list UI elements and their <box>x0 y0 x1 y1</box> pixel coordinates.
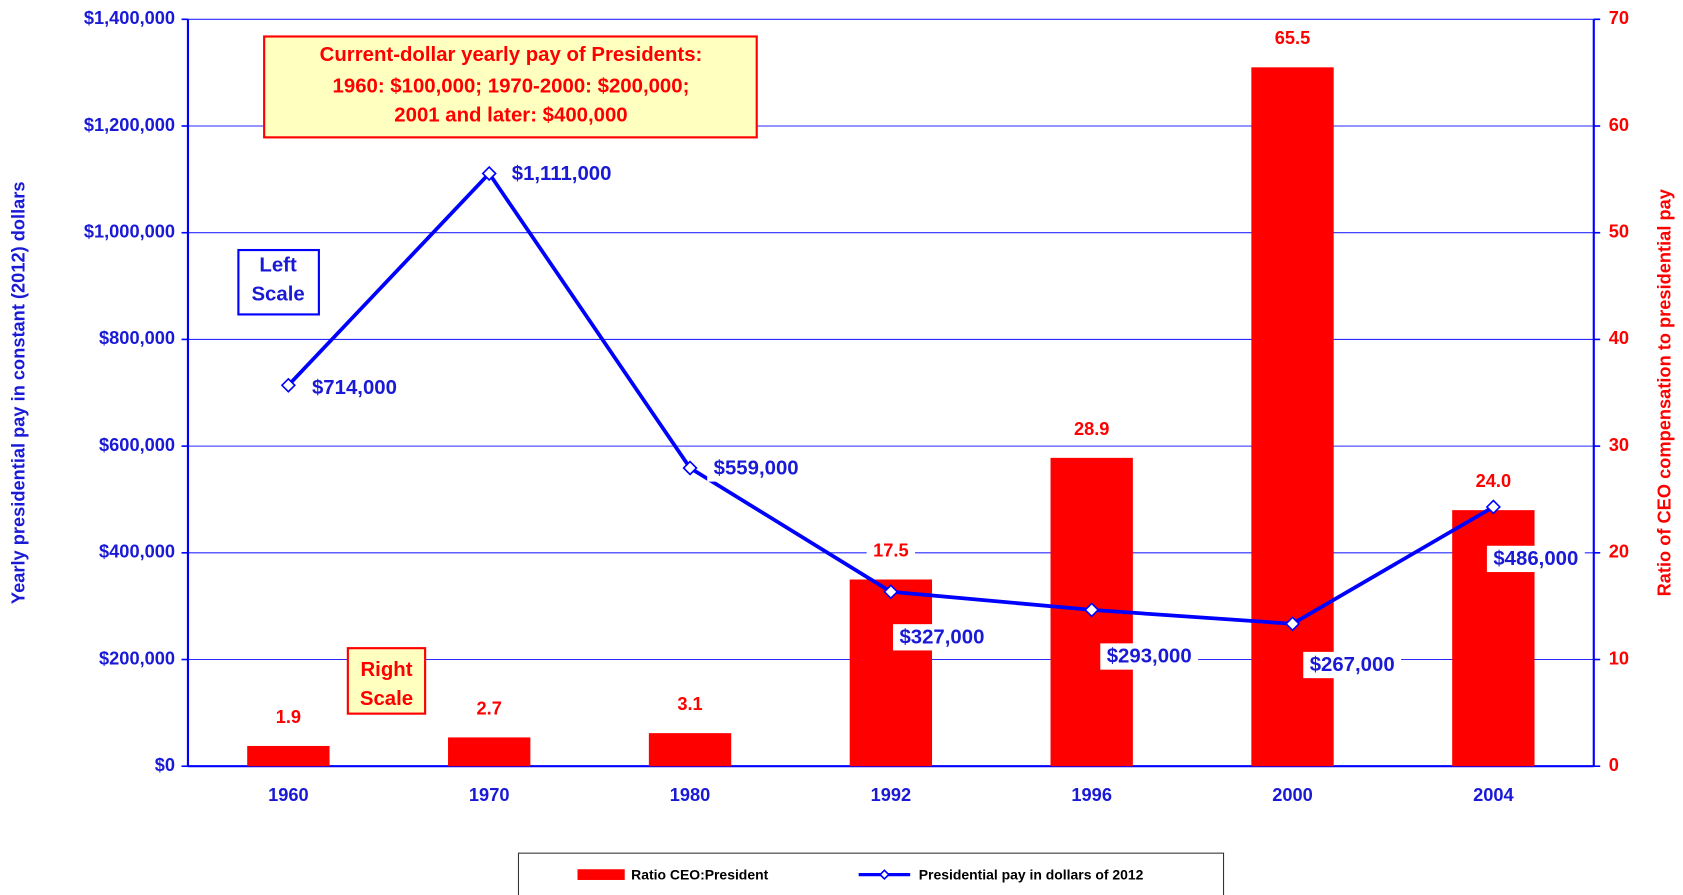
y2-tick-label: 50 <box>1609 221 1629 242</box>
line-value-label: $1,111,000 <box>512 163 612 185</box>
line-value-label: $327,000 <box>899 626 984 648</box>
bar-value-label: 3.1 <box>677 693 702 714</box>
label-background <box>1303 651 1402 679</box>
bar <box>648 733 732 767</box>
legend-key <box>577 869 625 880</box>
point <box>682 460 698 476</box>
line-value-label: $714,000 <box>312 377 397 399</box>
x-tick-label: 2004 <box>1473 784 1514 805</box>
label-background <box>470 695 509 721</box>
x-tick-label: 1960 <box>268 784 309 805</box>
y2-tick-label: 60 <box>1609 114 1629 135</box>
point <box>883 584 899 600</box>
y2-tick-label: 10 <box>1609 647 1629 668</box>
label-background <box>1268 25 1317 51</box>
line-value-label: $267,000 <box>1310 654 1395 676</box>
right-scale-text: Right <box>360 659 412 681</box>
y-tick-label: $800,000 <box>99 327 175 348</box>
bar-value-label: 2.7 <box>477 697 502 718</box>
x-tick-label: 1980 <box>670 784 711 805</box>
point <box>1485 499 1501 515</box>
point <box>1084 602 1100 618</box>
x-tick-label: 2000 <box>1272 784 1313 805</box>
y2-tick-label: 0 <box>1609 754 1619 775</box>
left-scale-box <box>237 248 320 316</box>
y-tick-label: $200,000 <box>99 647 175 668</box>
note-box <box>263 35 758 139</box>
y-tick-label: $0 <box>155 754 175 775</box>
label-background <box>269 703 308 730</box>
y2-tick-label: 30 <box>1609 434 1629 455</box>
label-background <box>1469 467 1518 494</box>
label-background <box>1100 643 1199 670</box>
bar-value-label: 65.5 <box>1275 27 1311 48</box>
point <box>280 377 296 393</box>
note-line: Current-dollar yearly pay of Presidents: <box>320 44 703 66</box>
y-tick-label: $400,000 <box>99 541 175 562</box>
legend-label: Presidential pay in dollars of 2012 <box>919 866 1144 882</box>
label-background <box>707 455 806 482</box>
line-value-label: $486,000 <box>1493 548 1578 570</box>
label-background <box>505 160 618 188</box>
bar <box>849 579 933 767</box>
note-line: 1960: $100,000; 1970-2000: $200,000; <box>333 75 690 97</box>
line-value-label: $559,000 <box>714 457 799 479</box>
bar-value-label: 17.5 <box>873 539 909 560</box>
y2-axis-title: Ratio of CEO compensation to presidentia… <box>1653 188 1674 596</box>
x-tick-label: 1996 <box>1071 784 1112 805</box>
grid: $0 $200,000 $400,000 $600,000 $800,000 $1,000… <box>84 7 1629 805</box>
y2-tick-label: 40 <box>1609 327 1629 348</box>
y-tick-label: $1,000,000 <box>84 221 175 242</box>
marks: 1.9 2.7 3.1 17.5 28.9 65.5 24.0 $714,000 $1,111,… <box>247 25 1585 767</box>
point <box>1284 616 1301 632</box>
left-scale-text: Left <box>259 255 297 277</box>
point <box>481 165 497 182</box>
y-tick-label: $1,200,000 <box>84 114 175 135</box>
label-background <box>1486 545 1585 573</box>
label-background <box>670 690 710 717</box>
legend: Ratio CEO:President Presidential pay in … <box>517 852 1225 895</box>
note-line: 2001 and later: $400,000 <box>394 104 627 126</box>
bar-value-label: 28.9 <box>1074 418 1110 439</box>
label-background <box>305 374 404 402</box>
label-background <box>1067 415 1116 441</box>
y-tick-label: $1,400,000 <box>84 7 175 28</box>
bar-value-label: 24.0 <box>1476 470 1512 491</box>
label-background <box>893 624 991 651</box>
line-value-label: $293,000 <box>1107 646 1192 668</box>
y-tick-label: $600,000 <box>99 434 175 455</box>
right-scale-box <box>346 647 427 715</box>
y2-tick-label: 20 <box>1609 541 1629 562</box>
label-background <box>866 537 916 563</box>
x-tick-label: 1970 <box>469 784 510 805</box>
legend-key <box>878 869 890 881</box>
bar <box>247 745 330 767</box>
bar-value-label: 1.9 <box>276 706 301 727</box>
y2-tick-label: 70 <box>1609 7 1629 28</box>
right-scale-text: Scale <box>360 688 413 710</box>
x-tick-label: 1992 <box>871 784 912 805</box>
bar <box>1251 67 1334 767</box>
bar <box>448 737 531 767</box>
left-scale-text: Scale <box>251 284 304 306</box>
y-axis-title: Yearly presidential pay in constant (201… <box>7 181 28 604</box>
legend-label: Ratio CEO:President <box>631 866 768 882</box>
